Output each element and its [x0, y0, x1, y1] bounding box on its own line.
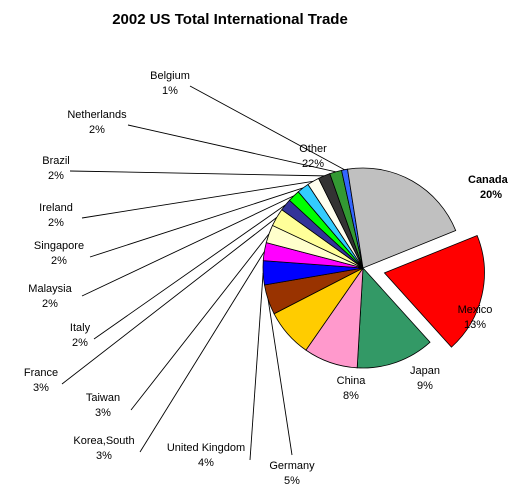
label-name-ireland: Ireland [39, 202, 73, 214]
label-name-canada: Canada [468, 174, 509, 186]
label-name-other: Other [299, 143, 327, 155]
chart-title: 2002 US Total International Trade [112, 11, 348, 28]
label-pct-japan: 9% [417, 380, 433, 392]
leader-taiwan [130, 233, 270, 411]
label-name-belgium: Belgium [150, 70, 190, 82]
label-name-malaysia: Malaysia [28, 283, 72, 295]
label-name-korea-south: Korea,South [73, 435, 134, 447]
label-name-china: China [337, 375, 367, 387]
label-name-germany: Germany [269, 460, 315, 472]
label-pct-malaysia: 2% [42, 298, 58, 310]
label-pct-ireland: 2% [48, 217, 64, 229]
label-name-singapore: Singapore [34, 240, 84, 252]
label-pct-germany: 5% [284, 475, 300, 487]
label-pct-taiwan: 3% [95, 407, 111, 419]
pie-slices [262, 167, 485, 369]
label-name-japan: Japan [410, 365, 440, 377]
label-pct-mexico: 13% [464, 319, 486, 331]
slice-labels: Canada 20% Mexico 13% Japan 9% China 8% Germany 5… [24, 70, 509, 487]
label-pct-other: 22% [302, 158, 324, 170]
label-pct-united-kingdom: 4% [198, 457, 214, 469]
slice-mexico [356, 267, 431, 369]
label-pct-belgium: 1% [162, 85, 178, 97]
label-pct-korea-south: 3% [96, 450, 112, 462]
leader-belgium [189, 85, 345, 171]
label-name-france: France [24, 367, 58, 379]
leader-netherlands [127, 124, 336, 173]
leader-malaysia [81, 195, 294, 297]
slice-canada [383, 234, 485, 348]
label-pct-china: 8% [343, 390, 359, 402]
label-name-mexico: Mexico [458, 304, 493, 316]
label-pct-singapore: 2% [51, 255, 67, 267]
leader-germany [267, 299, 293, 456]
leader-united-kingdom [249, 272, 264, 461]
label-pct-netherlands: 2% [89, 124, 105, 136]
leader-ireland [81, 180, 314, 219]
slice-other [347, 167, 457, 269]
label-name-brazil: Brazil [42, 155, 70, 167]
leader-brazil [69, 170, 325, 177]
leader-lines [61, 85, 345, 461]
leader-italy [93, 204, 286, 340]
label-pct-italy: 2% [72, 337, 88, 349]
label-name-netherlands: Netherlands [67, 109, 127, 121]
label-name-italy: Italy [70, 322, 91, 334]
leader-france [61, 217, 278, 385]
leader-singapore [89, 187, 304, 258]
label-pct-france: 3% [33, 382, 49, 394]
label-name-taiwan: Taiwan [86, 392, 120, 404]
label-pct-brazil: 2% [48, 170, 64, 182]
label-name-united-kingdom: United Kingdom [167, 442, 245, 454]
leader-korea-south [139, 251, 265, 453]
label-pct-canada: 20% [480, 189, 502, 201]
